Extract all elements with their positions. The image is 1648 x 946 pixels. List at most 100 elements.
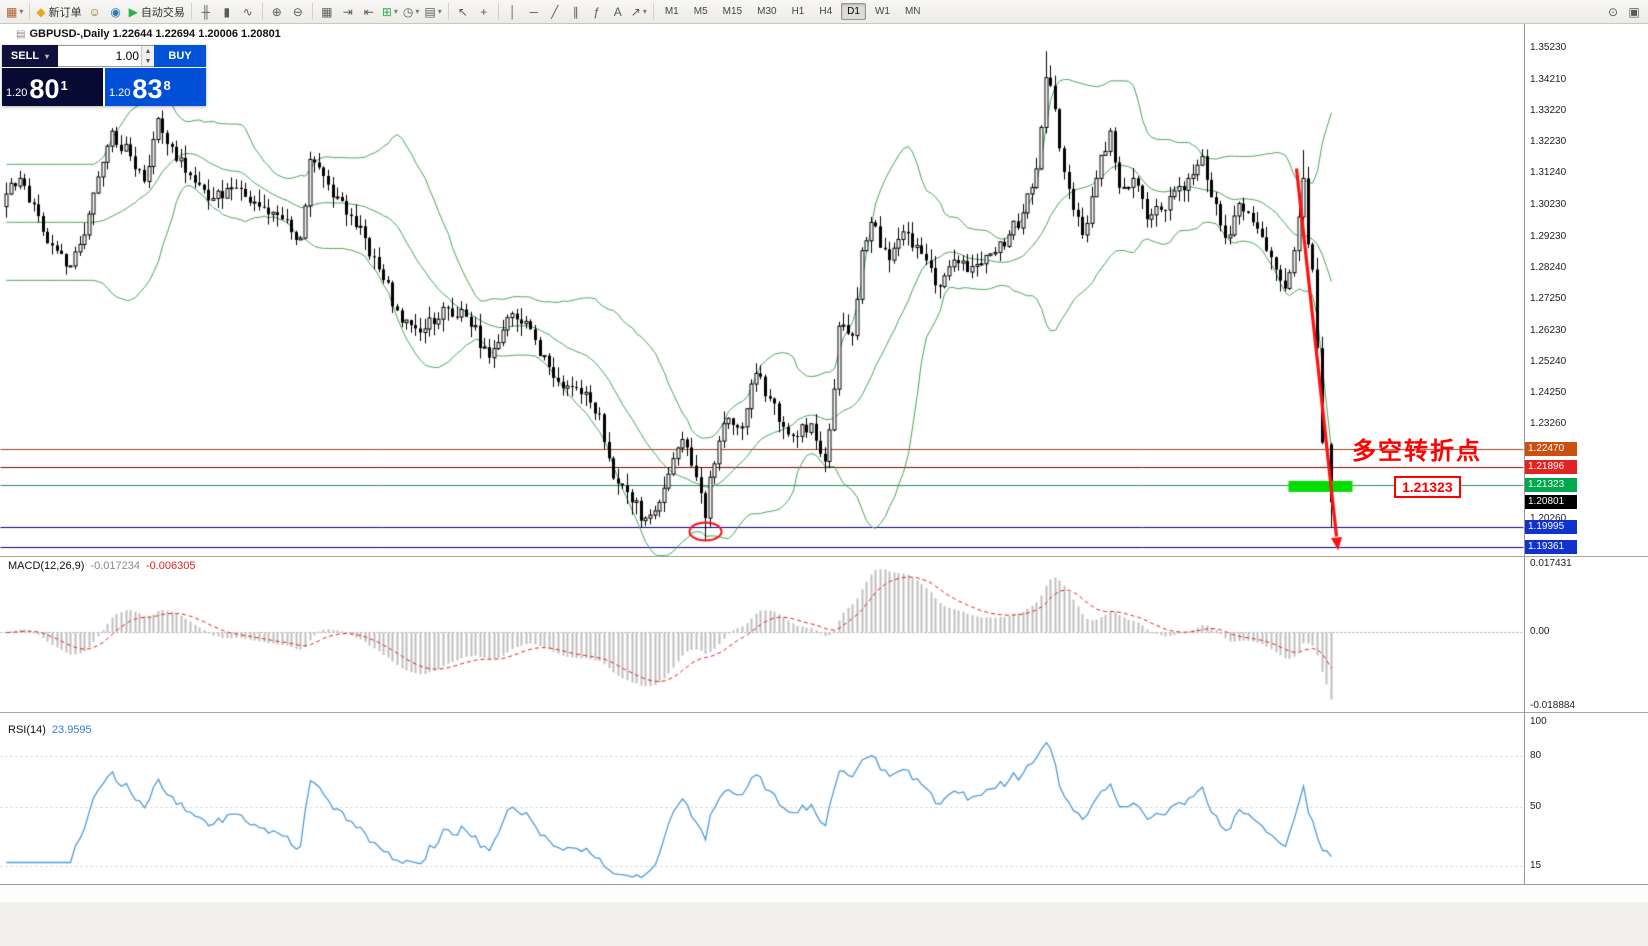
trendline-button[interactable]: ╱ [545, 2, 565, 22]
vertical-line-icon: │ [509, 4, 517, 19]
fibonacci-icon: ƒ [593, 4, 601, 19]
macd-signal-value: -0.006305 [145, 560, 196, 572]
price-axis-label: 1.25240 [1530, 356, 1567, 367]
timeframe-w1[interactable]: W1 [874, 6, 890, 17]
level-price-callout: 1.21323 [1394, 476, 1461, 498]
price-axis-label: 1.31240 [1530, 167, 1567, 178]
price-axis-label: 1.20260 [1530, 513, 1567, 524]
zoom-in-button[interactable]: ⊕ [267, 2, 287, 22]
volume-steppers: ▲ ▼ [141, 46, 154, 66]
tile-windows-button[interactable]: ▦ [317, 2, 337, 22]
caret-down-icon: ▾ [415, 7, 420, 16]
symbol-ohlc-text: GBPUSD-,Daily 1.22644 1.22694 1.20006 1.… [29, 28, 281, 40]
timeframe-d1[interactable]: D1 [841, 3, 866, 20]
bar-chart-button[interactable]: ╫ [196, 2, 216, 22]
chart-shift-icon: ⇤ [363, 4, 374, 19]
macd-pane-title: MACD(12,26,9) -0.017234 -0.006305 [8, 560, 196, 572]
crosshair-button[interactable]: + [474, 2, 494, 22]
channel-icon: ∥ [572, 4, 579, 19]
sell-button[interactable]: SELL ▾ [2, 45, 58, 67]
line-chart-button[interactable]: ∿ [238, 2, 258, 22]
arrows-icon: ↗ [630, 4, 641, 19]
bar-chart-icon: ╫ [201, 4, 211, 19]
rsi-pane-separator[interactable] [0, 712, 1648, 713]
price-axis-label: 1.24250 [1530, 387, 1567, 398]
price-axis-label: 1.33220 [1530, 105, 1567, 116]
price-axis-label: 1.23260 [1530, 418, 1567, 429]
zoom-out-button[interactable]: ⊖ [288, 2, 308, 22]
price-level-box: 1.20801 [1525, 495, 1577, 509]
volume-down-button[interactable]: ▼ [142, 56, 154, 66]
chart-symbol-header: ▤ GBPUSD-,Daily 1.22644 1.22694 1.20006 1… [16, 28, 281, 40]
auto-scroll-button[interactable]: ⇥ [338, 2, 358, 22]
trendline-icon: ╱ [551, 4, 559, 19]
buy-button-label: BUY [168, 50, 192, 62]
volume-up-button[interactable]: ▲ [142, 46, 154, 56]
auto-scroll-icon: ⇥ [342, 4, 353, 19]
caret-down-icon: ▾ [393, 7, 398, 16]
fibonacci-button[interactable]: ƒ [587, 2, 607, 22]
community-icon: ◉ [110, 4, 121, 19]
rsi-title-text: RSI(14) [8, 724, 46, 736]
search-button[interactable]: ⊙ [1603, 2, 1623, 22]
zoom-in-icon: ⊕ [271, 4, 282, 19]
chart-shift-button[interactable]: ⇤ [359, 2, 379, 22]
templates-button[interactable]: ▤ ▾ [422, 2, 443, 22]
window-layout-button[interactable]: ▣ [1624, 2, 1644, 22]
timeframe-mn[interactable]: MN [904, 6, 921, 17]
timeframe-m5[interactable]: M5 [693, 6, 708, 17]
text-button[interactable]: A [608, 2, 628, 22]
price-axis-label: 1.28240 [1530, 262, 1567, 273]
horizontal-line-button[interactable]: ─ [524, 2, 544, 22]
price-axis-label: 1.34210 [1530, 74, 1567, 85]
toolbar-separator [29, 3, 31, 20]
price-axis-separator [1524, 24, 1525, 884]
chart-mini-icon: ▤ [16, 29, 26, 40]
auto-trading-button[interactable]: ▶ 自动交易 [127, 2, 187, 22]
channel-button[interactable]: ∥ [566, 2, 586, 22]
vertical-line-button[interactable]: │ [503, 2, 523, 22]
toolbar-separator [311, 3, 313, 20]
toolbar-separator [190, 3, 192, 20]
timeframe-m15[interactable]: M15 [722, 6, 743, 17]
line-chart-icon: ∿ [242, 4, 253, 19]
macd-title-text: MACD(12,26,9) [8, 560, 85, 572]
indicators-button[interactable]: ⊞ ▾ [380, 2, 400, 22]
sell-button-label: SELL [10, 50, 40, 62]
buy-button[interactable]: BUY [154, 45, 206, 67]
toolbar-separator [261, 3, 263, 20]
caret-down-icon: ▾ [45, 51, 50, 61]
timeframe-h1[interactable]: H1 [791, 6, 805, 17]
caret-down-icon: ▾ [642, 7, 647, 16]
caret-down-icon: ▾ [437, 7, 442, 16]
buy-price-pips: 83 [132, 74, 163, 104]
macd-pane-separator[interactable] [0, 556, 1648, 557]
new-order-button[interactable]: ◆ 新订单 [34, 2, 83, 22]
price-axis-label: 1.27250 [1530, 293, 1567, 304]
price-level-box: 1.19995 [1525, 520, 1577, 534]
new-chart-button[interactable]: ▦ ▾ [4, 2, 25, 22]
timeframe-h4[interactable]: H4 [819, 6, 833, 17]
timeframe-m30[interactable]: M30 [757, 6, 777, 17]
buy-price-panel[interactable]: 1.20 83 8 [105, 68, 206, 106]
candle-chart-icon: ▮ [223, 4, 231, 19]
volume-input[interactable]: 1.00 ▲ ▼ [58, 45, 154, 67]
sell-price-panel[interactable]: 1.20 80 1 [2, 68, 103, 106]
cursor-button[interactable]: ↖ [453, 2, 473, 22]
macd-axis-label: 0.00 [1530, 626, 1550, 637]
arrows-button[interactable]: ↗ ▾ [629, 2, 649, 22]
profile-button[interactable]: ☺ [85, 2, 105, 22]
sell-price-base: 1.20 [6, 87, 28, 99]
candle-chart-button[interactable]: ▮ [217, 2, 237, 22]
toolbar-separator [497, 3, 499, 20]
timeframe-m1[interactable]: M1 [664, 6, 679, 17]
time-axis: 9 Jan 201918 Feb 20198 Mar 201927 Mar 20… [0, 884, 1648, 902]
zoom-out-icon: ⊖ [292, 4, 303, 19]
periods-button[interactable]: ◷ ▾ [401, 2, 422, 22]
sell-price-pips: 80 [29, 74, 60, 104]
community-button[interactable]: ◉ [106, 2, 126, 22]
chart-canvas[interactable] [0, 24, 1524, 884]
periods-icon: ◷ [402, 4, 414, 19]
price-axis-label: 1.26230 [1530, 325, 1567, 336]
